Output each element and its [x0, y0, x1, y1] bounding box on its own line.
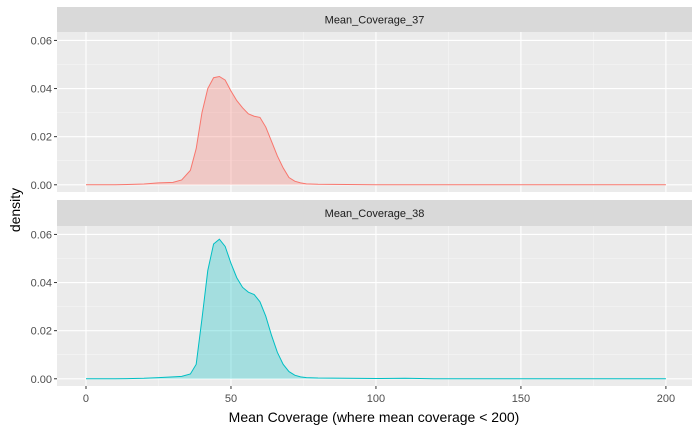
facet-panel: Mean_Coverage_38 0.00 0.02 0.04 0.06 0 50 100 15… [31, 200, 692, 405]
y-tick-label: 0.00 [31, 180, 52, 192]
y-tick-label: 0.06 [31, 229, 52, 241]
density-area [85, 239, 666, 379]
density-line [85, 75, 666, 186]
y-tick-label: 0.02 [31, 326, 52, 338]
y-tick-label: 0.00 [31, 374, 52, 386]
facet-strip-label: Mean_Coverage_37 [325, 15, 425, 27]
panel-background [57, 226, 692, 386]
y-tick-label: 0.04 [31, 84, 52, 96]
y-axis-title: density [7, 188, 23, 232]
x-tick-label: 100 [367, 393, 385, 405]
x-tick-label: 200 [657, 393, 675, 405]
x-tick-label: 50 [225, 393, 237, 405]
x-tick-label: 150 [512, 393, 530, 405]
facet-strip [57, 200, 692, 226]
y-tick-label: 0.06 [31, 35, 52, 47]
x-axis-title: Mean Coverage (where mean coverage < 200… [229, 409, 520, 425]
density-line [85, 238, 666, 380]
facet-strip-label: Mean_Coverage_38 [325, 208, 425, 220]
y-tick-label: 0.04 [31, 278, 52, 290]
panel-background [57, 32, 692, 192]
facet-panel: Mean_Coverage_37 0.00 0.02 0.04 0.06 [31, 7, 692, 192]
density-area [85, 76, 666, 185]
y-tick-label: 0.02 [31, 132, 52, 144]
facet-strip [57, 7, 692, 32]
x-tick-label: 0 [83, 393, 89, 405]
